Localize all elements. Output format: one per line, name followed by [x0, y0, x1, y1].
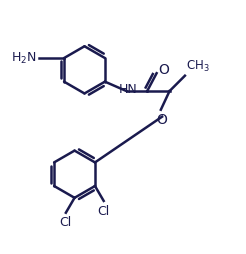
Text: Cl: Cl	[98, 205, 110, 218]
Text: HN: HN	[119, 83, 137, 96]
Text: H$_2$N: H$_2$N	[11, 51, 37, 66]
Text: Cl: Cl	[60, 216, 72, 229]
Text: O: O	[158, 63, 169, 77]
Text: O: O	[157, 114, 168, 128]
Text: CH$_3$: CH$_3$	[186, 59, 210, 74]
